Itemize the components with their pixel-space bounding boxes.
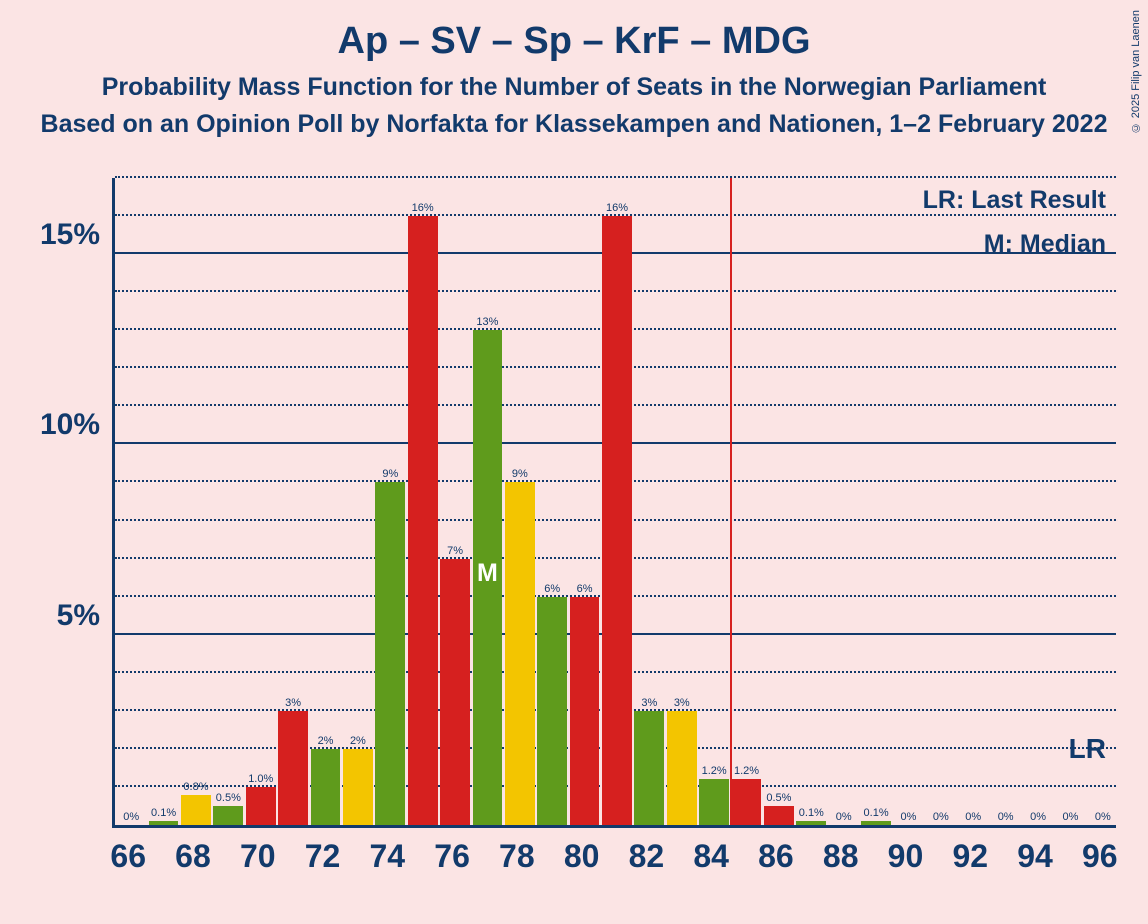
bar-value-label: 0.1% <box>144 807 184 819</box>
bar <box>343 749 373 825</box>
bar-value-label: 1.0% <box>241 773 281 785</box>
bar-value-label: 3% <box>273 697 313 709</box>
bars-container: 0%0.1%0.8%0.5%1.0%3%2%2%9%16%7%13%9%6%6%… <box>115 178 1116 825</box>
title-sub1: Probability Mass Function for the Number… <box>0 73 1148 102</box>
bar-value-label: 16% <box>597 202 637 214</box>
x-tick-label: 66 <box>110 838 146 875</box>
bar <box>667 711 697 825</box>
y-axis: 5%10%15% <box>48 178 112 828</box>
x-tick-label: 78 <box>499 838 535 875</box>
bar <box>213 806 243 825</box>
bar-value-label: 9% <box>370 468 410 480</box>
title-main: Ap – SV – Sp – KrF – MDG <box>0 20 1148 63</box>
x-tick-label: 94 <box>1017 838 1053 875</box>
bar-value-label: 0.8% <box>176 781 216 793</box>
x-tick-label: 96 <box>1082 838 1118 875</box>
y-tick-label: 15% <box>40 218 100 252</box>
bar <box>699 779 729 825</box>
bar <box>796 821 826 825</box>
bar-value-label: 7% <box>435 545 475 557</box>
x-tick-label: 74 <box>369 838 405 875</box>
bar-value-label: 16% <box>403 202 443 214</box>
bar <box>764 806 794 825</box>
bar-value-label: 0.5% <box>759 792 799 804</box>
x-tick-label: 82 <box>629 838 665 875</box>
bar <box>181 795 211 825</box>
bar <box>311 749 341 825</box>
bar-value-label: 6% <box>565 583 605 595</box>
bar <box>440 559 470 825</box>
last-result-line <box>730 178 732 825</box>
x-tick-label: 86 <box>758 838 794 875</box>
bar <box>861 821 891 825</box>
bar-value-label: 13% <box>467 316 507 328</box>
x-tick-label: 68 <box>175 838 211 875</box>
bar <box>570 597 600 825</box>
bar-value-label: 2% <box>338 735 378 747</box>
title-sub2: Based on an Opinion Poll by Norfakta for… <box>0 110 1148 139</box>
bar-value-label: 0% <box>1083 811 1123 823</box>
plot-area: LR: Last Result M: Median 0%0.1%0.8%0.5%… <box>112 178 1116 828</box>
bar-value-label: 3% <box>662 697 702 709</box>
x-tick-label: 80 <box>564 838 600 875</box>
bar <box>732 779 762 825</box>
bar <box>634 711 664 825</box>
x-tick-label: 84 <box>693 838 729 875</box>
bar <box>505 482 535 825</box>
x-tick-label: 92 <box>952 838 988 875</box>
x-tick-label: 88 <box>823 838 859 875</box>
bar-value-label: 0.5% <box>208 792 248 804</box>
x-tick-label: 90 <box>888 838 924 875</box>
bar <box>537 597 567 825</box>
y-tick-label: 5% <box>57 599 100 633</box>
bar <box>246 787 276 825</box>
bar-value-label: 9% <box>500 468 540 480</box>
copyright-text: © 2025 Filip van Laenen <box>1130 10 1142 133</box>
chart-area: 5%10%15% LR: Last Result M: Median 0%0.1… <box>48 178 1116 828</box>
bar <box>278 711 308 825</box>
bar-value-label: 1.2% <box>727 765 767 777</box>
y-tick-label: 10% <box>40 408 100 442</box>
last-result-label: LR <box>1069 733 1106 765</box>
x-tick-label: 76 <box>434 838 470 875</box>
bar <box>149 821 179 825</box>
bar <box>602 216 632 825</box>
x-tick-label: 70 <box>240 838 276 875</box>
chart-titles: Ap – SV – Sp – KrF – MDG Probability Mas… <box>0 0 1148 139</box>
bar <box>375 482 405 825</box>
x-tick-label: 72 <box>305 838 341 875</box>
median-marker: M <box>477 559 498 588</box>
bar <box>408 216 438 825</box>
